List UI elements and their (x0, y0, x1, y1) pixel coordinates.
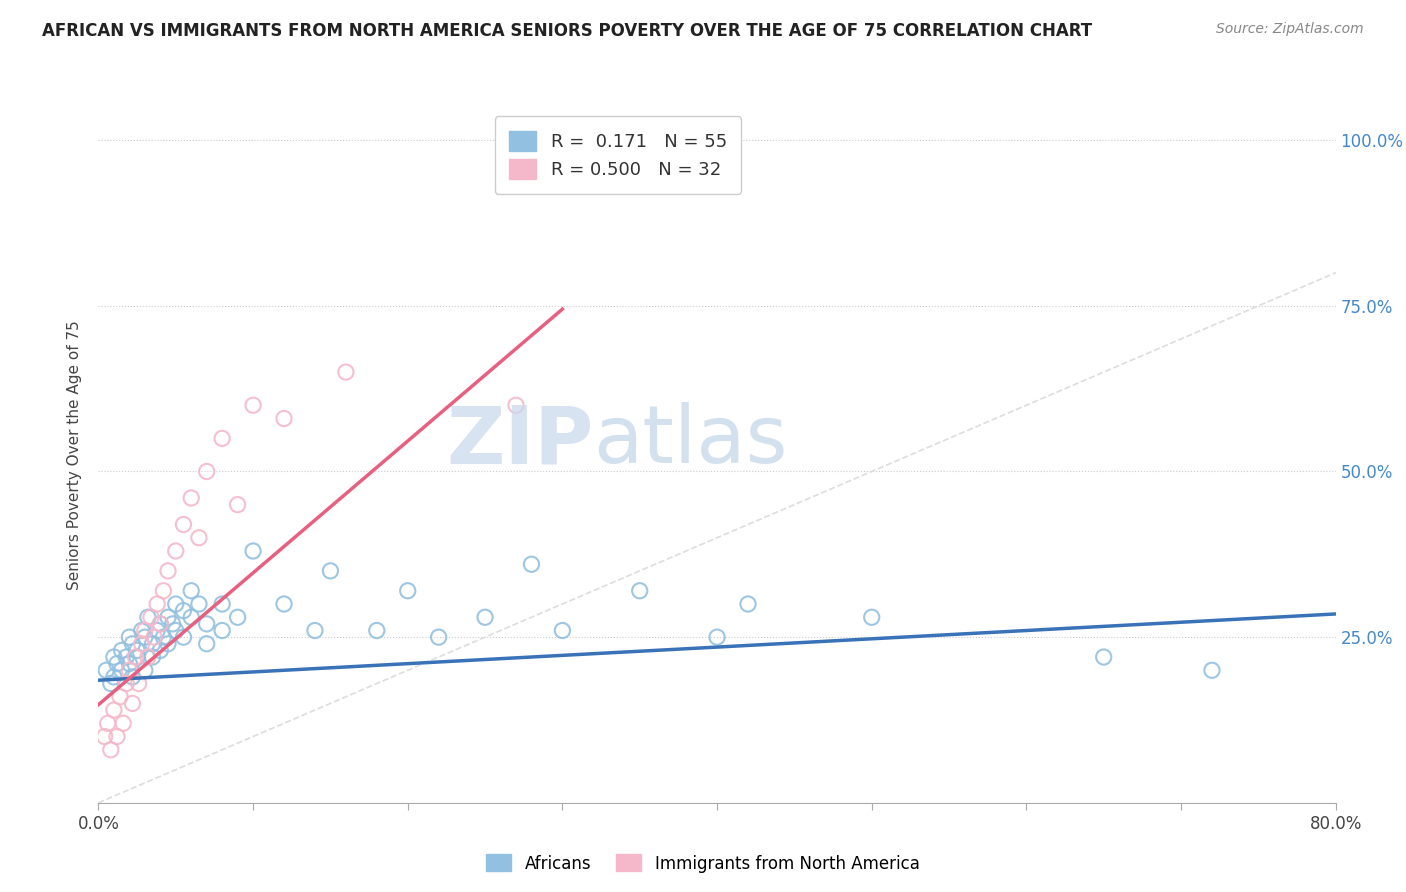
Point (188, 531, 211, 545)
Text: Source: ZipAtlas.com: Source: ZipAtlas.com (1216, 22, 1364, 37)
Point (165, 597, 187, 611)
Point (737, 597, 759, 611)
Point (121, 670, 143, 684)
Text: AFRICAN VS IMMIGRANTS FROM NORTH AMERICA SENIORS POVERTY OVER THE AGE OF 75 CORR: AFRICAN VS IMMIGRANTS FROM NORTH AMERICA… (42, 22, 1092, 40)
Point (103, 650, 125, 665)
Point (115, 650, 138, 665)
Point (105, 657, 128, 671)
Point (127, 643, 149, 657)
Point (134, 663, 156, 677)
Point (195, 637, 218, 651)
Point (551, 624, 574, 638)
Point (152, 630, 174, 644)
Point (149, 616, 172, 631)
Point (474, 610, 496, 624)
Point (93, 730, 115, 744)
Point (100, 743, 122, 757)
Point (111, 643, 134, 657)
Point (105, 730, 128, 744)
Point (146, 624, 169, 638)
Point (396, 583, 419, 598)
Point (273, 411, 295, 425)
Point (124, 650, 146, 665)
Point (180, 610, 202, 624)
Point (157, 637, 180, 651)
Text: atlas: atlas (593, 402, 787, 480)
Point (115, 676, 138, 690)
Point (628, 583, 651, 598)
Point (111, 663, 134, 677)
Legend: R =  0.171   N = 55, R = 0.500   N = 32: R = 0.171 N = 55, R = 0.500 N = 32 (495, 116, 741, 194)
Point (143, 630, 166, 644)
Point (152, 583, 174, 598)
Point (149, 616, 172, 631)
Point (242, 544, 264, 558)
Point (134, 630, 156, 644)
Point (142, 650, 165, 665)
Point (127, 650, 149, 665)
Point (121, 697, 143, 711)
Point (131, 624, 153, 638)
Point (211, 431, 233, 445)
Point (427, 630, 450, 644)
Legend: Africans, Immigrants from North America: Africans, Immigrants from North America (479, 847, 927, 880)
Point (149, 643, 172, 657)
Point (162, 616, 184, 631)
Point (860, 610, 883, 624)
Point (335, 365, 357, 379)
Point (188, 597, 211, 611)
Point (146, 597, 169, 611)
Text: ZIP: ZIP (446, 402, 593, 480)
Point (1092, 650, 1115, 665)
Y-axis label: Seniors Poverty Over the Age of 75: Seniors Poverty Over the Age of 75 (67, 320, 83, 590)
Point (97, 716, 120, 731)
Point (226, 498, 249, 512)
Point (142, 637, 165, 651)
Point (112, 716, 135, 731)
Point (96, 663, 118, 677)
Point (100, 676, 122, 690)
Point (103, 670, 125, 684)
Point (131, 637, 153, 651)
Point (211, 597, 233, 611)
Point (128, 676, 150, 690)
Point (136, 610, 159, 624)
Point (273, 597, 295, 611)
Point (304, 624, 326, 638)
Point (195, 616, 218, 631)
Point (173, 517, 195, 532)
Point (118, 663, 141, 677)
Point (319, 564, 342, 578)
Point (195, 465, 218, 479)
Point (121, 637, 143, 651)
Point (211, 624, 233, 638)
Point (1201, 663, 1223, 677)
Point (165, 624, 187, 638)
Point (108, 690, 131, 704)
Point (118, 657, 141, 671)
Point (366, 624, 388, 638)
Point (173, 604, 195, 618)
Point (173, 630, 195, 644)
Point (118, 630, 141, 644)
Point (242, 398, 264, 412)
Point (180, 583, 202, 598)
Point (139, 610, 162, 624)
Point (165, 544, 187, 558)
Point (706, 630, 728, 644)
Point (180, 491, 202, 505)
Point (505, 398, 527, 412)
Point (226, 610, 249, 624)
Point (103, 703, 125, 717)
Point (520, 558, 543, 572)
Point (136, 650, 159, 665)
Point (134, 624, 156, 638)
Point (157, 564, 180, 578)
Point (157, 610, 180, 624)
